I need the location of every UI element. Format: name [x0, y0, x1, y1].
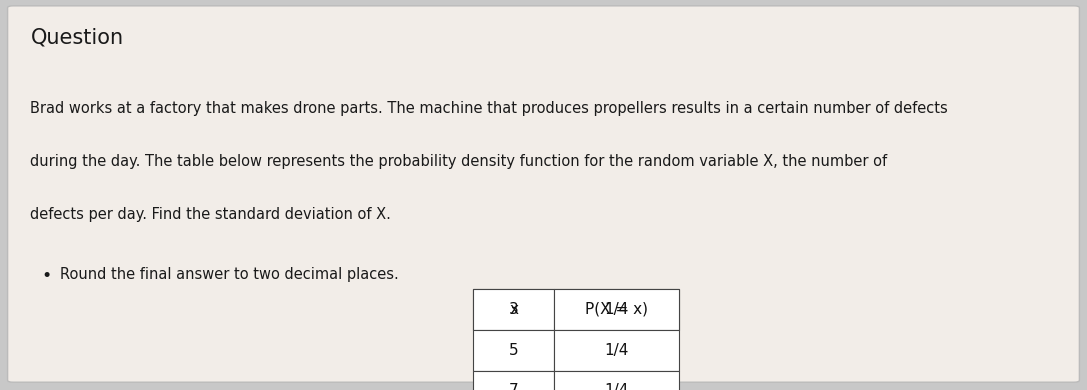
Bar [554, 289, 679, 330]
Text: during the day. The table below represents the probability density function for : during the day. The table below represen… [30, 154, 888, 169]
Text: 1/4: 1/4 [604, 383, 629, 390]
Text: Brad works at a factory that makes drone parts. The machine that produces propel: Brad works at a factory that makes drone… [30, 101, 948, 116]
Text: defects per day. Find the standard deviation of X.: defects per day. Find the standard devia… [30, 207, 391, 222]
Text: Question: Question [30, 27, 124, 47]
Text: P(X = x): P(X = x) [586, 301, 648, 317]
Bar [554, 370, 679, 390]
Text: 3: 3 [509, 301, 518, 317]
Text: 7: 7 [509, 383, 518, 390]
Text: x: x [509, 301, 518, 317]
Text: 1/4: 1/4 [604, 301, 629, 317]
Bar [473, 370, 554, 390]
Bar [473, 289, 554, 330]
Text: Round the final answer to two decimal places.: Round the final answer to two decimal pl… [60, 267, 399, 282]
Text: 5: 5 [509, 342, 518, 358]
Text: 1/4: 1/4 [604, 342, 629, 358]
Bar [554, 330, 679, 370]
FancyBboxPatch shape [8, 6, 1079, 382]
Text: •: • [41, 267, 51, 285]
Bar [473, 330, 554, 370]
Bar [554, 289, 679, 330]
Bar [473, 289, 554, 330]
